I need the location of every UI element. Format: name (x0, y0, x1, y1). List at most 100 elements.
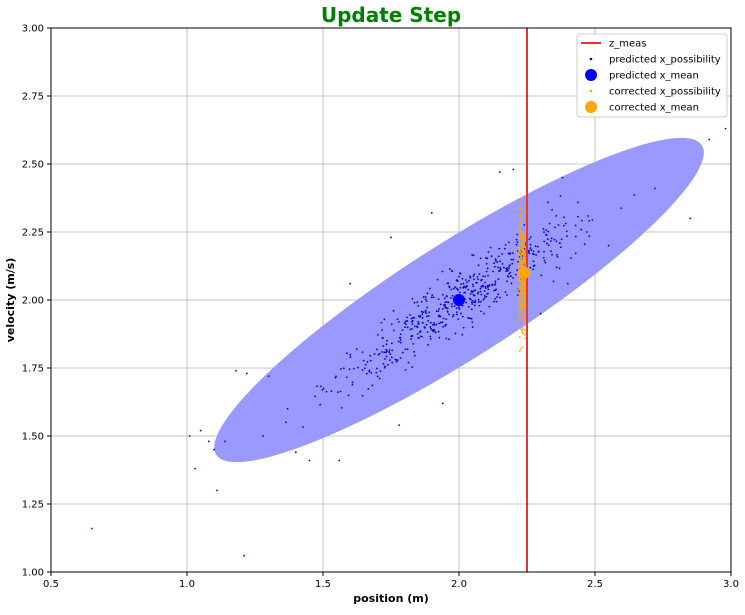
predicted-point (499, 268, 502, 271)
predicted-point (508, 265, 510, 268)
predicted-point (302, 426, 304, 428)
predicted-point (451, 315, 454, 318)
predicted-point (506, 275, 509, 277)
predicted-point (574, 224, 577, 227)
corrected-point (519, 295, 522, 298)
corrected-point (522, 254, 525, 257)
corrected-point (522, 318, 525, 321)
predicted-point (547, 201, 549, 204)
predicted-point (381, 351, 383, 353)
corrected-point (522, 235, 525, 238)
predicted-point (456, 287, 458, 290)
predicted-point (498, 247, 501, 250)
predicted-point (383, 351, 386, 354)
predicted-point (346, 352, 348, 355)
corrected-point (518, 293, 521, 296)
predicted-point (406, 320, 409, 322)
predicted-point (464, 279, 467, 281)
predicted-point (459, 291, 461, 294)
predicted-point (431, 323, 434, 326)
corrected-point (518, 230, 521, 232)
predicted-point (294, 451, 297, 454)
corrected-point (518, 321, 521, 324)
corrected-point (524, 288, 527, 290)
predicted-point (451, 303, 453, 305)
predicted-point (488, 305, 491, 308)
predicted-point (439, 321, 442, 324)
predicted-point (556, 255, 559, 258)
predicted-point (545, 229, 547, 232)
predicted-point (375, 367, 378, 370)
predicted-point (336, 391, 339, 394)
predicted-point (390, 323, 393, 326)
predicted-point (460, 312, 462, 315)
corrected-point (522, 203, 525, 206)
predicted-point (199, 429, 202, 432)
predicted-point (319, 403, 322, 406)
corrected-point (518, 298, 521, 301)
predicted-point (496, 296, 498, 298)
corrected-point (519, 299, 522, 302)
corrected-point (519, 348, 522, 350)
predicted-point (378, 352, 381, 355)
predicted-point (558, 242, 561, 245)
corrected-point (522, 246, 525, 249)
predicted-point (534, 245, 537, 248)
predicted-point (437, 310, 440, 312)
corrected-point (523, 284, 525, 286)
predicted-point (382, 345, 385, 347)
predicted-point (532, 253, 535, 256)
predicted-point (497, 266, 499, 269)
predicted-point (407, 361, 410, 364)
predicted-point (548, 222, 551, 225)
predicted-point (470, 301, 473, 304)
predicted-point (446, 310, 449, 313)
predicted-point (361, 394, 364, 397)
predicted-point (445, 337, 448, 340)
predicted-point (498, 270, 501, 272)
corrected-point (518, 246, 520, 249)
predicted-point (470, 317, 473, 320)
predicted-point (532, 268, 534, 271)
corrected-point (519, 302, 521, 305)
predicted-point (438, 336, 441, 339)
predicted-point (489, 246, 492, 249)
x-tick-label: 0.5 (43, 579, 59, 590)
corrected-point (519, 199, 522, 202)
predicted-point (474, 301, 477, 304)
predicted-point (399, 333, 402, 336)
predicted-point (338, 459, 341, 462)
predicted-point (444, 303, 447, 306)
predicted-point (472, 285, 474, 288)
predicted-point (443, 297, 446, 300)
predicted-point (708, 138, 711, 141)
predicted-point (448, 313, 450, 316)
predicted-point (508, 241, 510, 244)
corrected-point (518, 265, 521, 267)
corrected-point (518, 312, 521, 315)
predicted-point (454, 332, 457, 335)
predicted-point (438, 322, 441, 325)
predicted-point (497, 278, 500, 280)
predicted-point (397, 340, 400, 343)
predicted-point (462, 282, 465, 285)
legend-item: corrected x_possibility (589, 87, 721, 98)
corrected-point (518, 262, 521, 264)
predicted-point (325, 390, 328, 393)
predicted-mean-marker (453, 294, 465, 306)
predicted-point (433, 322, 435, 324)
legend-swatch (589, 89, 593, 93)
predicted-point (633, 193, 636, 196)
predicted-point (235, 369, 237, 372)
predicted-point (340, 406, 343, 409)
predicted-point (547, 244, 550, 247)
corrected-point (520, 233, 523, 236)
predicted-point (499, 267, 502, 269)
predicted-point (689, 217, 692, 220)
predicted-point (494, 280, 497, 283)
predicted-point (495, 300, 498, 303)
predicted-point (449, 297, 452, 299)
predicted-point (544, 261, 547, 264)
predicted-point (574, 252, 577, 255)
predicted-point (470, 308, 473, 311)
